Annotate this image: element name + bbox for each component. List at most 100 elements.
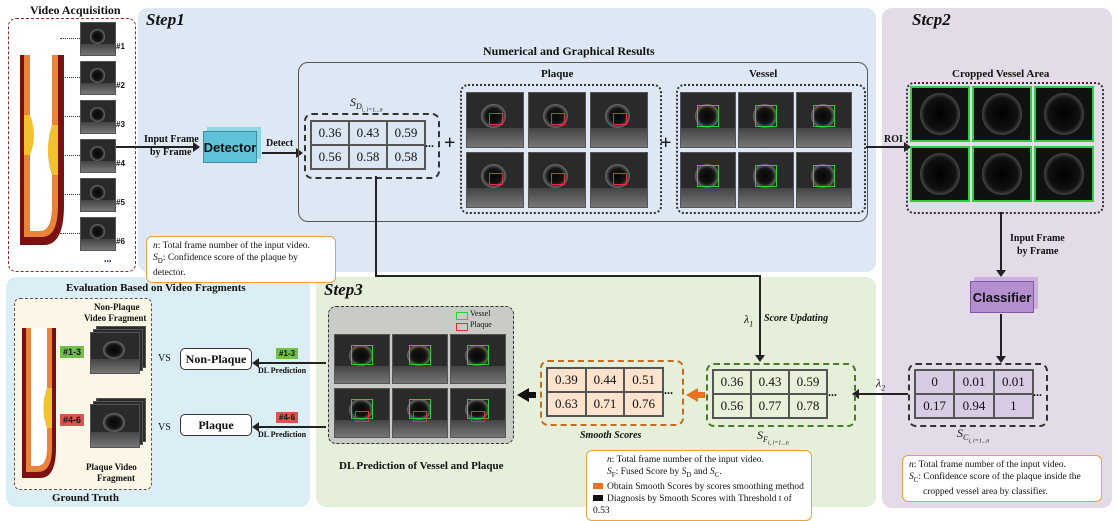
sc-cell: 0.01 — [954, 370, 994, 394]
frame-number: #1 — [116, 42, 125, 51]
lambda2-label: λ2 — [876, 376, 886, 393]
black-arrow — [517, 388, 529, 402]
smooth-cell: 0.51 — [624, 368, 663, 392]
pred-arrowhead-2 — [252, 422, 259, 432]
detect-label: Detect — [266, 138, 294, 149]
results-container — [298, 62, 868, 222]
vessel-box — [467, 345, 489, 365]
vessel-frame — [738, 152, 794, 208]
evaluation-title: Evaluation Based on Video Fragments — [66, 282, 246, 294]
artery-small — [22, 328, 56, 478]
pred-arrowhead-1 — [252, 358, 259, 368]
frame-number: #2 — [116, 81, 125, 90]
black-arrow-shaft — [528, 392, 536, 398]
arrow-to-scores — [262, 152, 298, 154]
sd-to-update-line-h — [375, 275, 760, 277]
step2-input-label-2: by Frame — [1017, 246, 1059, 257]
acquisition-frame — [80, 217, 116, 251]
dl-frame — [450, 388, 506, 438]
smooth-cell: 0.76 — [624, 392, 663, 416]
plaque-fragment-label-2: Fragment — [97, 473, 135, 483]
sc-cell: 0 — [915, 370, 955, 394]
classifier-label: Classifier — [972, 289, 1032, 305]
plaque-box — [471, 411, 485, 422]
pred-plaque-box: Plaque — [180, 414, 252, 436]
vessel-frame — [738, 92, 794, 148]
acquisition-frame — [80, 22, 116, 56]
frame-connector — [60, 116, 80, 117]
vessel-box — [813, 105, 835, 127]
step1-note: n: Total frame number of the input video… — [146, 236, 336, 283]
vessel-box — [409, 399, 431, 419]
dl-frame — [392, 388, 448, 438]
legend-vessel-swatch — [456, 312, 468, 320]
vs-2: VS — [158, 422, 171, 433]
frame-connector — [60, 77, 80, 78]
vessel-frames-box — [676, 84, 866, 214]
arrowhead-scores — [296, 148, 303, 158]
acquisition-frame — [80, 139, 116, 173]
arrow-to-sc — [1000, 314, 1002, 358]
pred-tag-1-3: #1-3 — [276, 348, 299, 359]
nonplaque-fragment-label-1: Non-Plaque — [94, 302, 140, 312]
smooth-score-label: Smooth Scores — [580, 430, 642, 441]
score-updating-label: Score Updating — [764, 313, 829, 324]
plaque-box — [489, 113, 503, 125]
frame-number: #6 — [116, 237, 125, 246]
arrow-sc-to-fused — [858, 393, 908, 395]
arrowhead-update — [755, 355, 765, 362]
fused-cell: 0.59 — [789, 370, 827, 394]
step2-title: Stcp2 — [912, 10, 951, 29]
vs-1: VS — [158, 353, 171, 364]
sc-cell: 0.17 — [915, 394, 955, 418]
frame-number: #3 — [116, 120, 125, 129]
sc-score-label: SCi, i=1...n — [957, 426, 990, 445]
roi-frame — [1034, 86, 1094, 142]
sc-cell: 1 — [993, 394, 1033, 418]
step2-input-label-1: Input Frame — [1010, 233, 1065, 244]
pred-nonplaque-box: Non-Plaque — [180, 348, 252, 370]
nonplaque-fragment-label-2: Video Fragment — [84, 313, 147, 323]
legend-plaque-swatch — [456, 323, 468, 331]
plaque-fragment-label-1: Plaque Video — [86, 462, 137, 472]
tag-1-3: #1-3 — [60, 346, 85, 358]
step3-note: n: Total frame number of the input video… — [586, 450, 812, 521]
classifier-box: Classifier — [970, 281, 1034, 313]
plaque-frames-box — [460, 84, 662, 214]
vessel-frame — [680, 152, 736, 208]
video-acquisition-ellipsis: ... — [104, 254, 112, 265]
legend-vessel-label: Vessel — [470, 309, 491, 318]
frame-number: #4 — [116, 159, 125, 168]
acquisition-frame — [80, 100, 116, 134]
video-acquisition-title: Video Acquisition — [30, 3, 121, 17]
fused-cell: 0.56 — [713, 394, 751, 418]
sd-cell: 0.56 — [311, 145, 349, 169]
vessel-box — [697, 105, 719, 127]
step1-title: Step1 — [146, 10, 185, 29]
pred-arrow-2 — [256, 426, 326, 428]
vessel-box — [409, 345, 431, 365]
smooth-cell: 0.63 — [547, 392, 586, 416]
plaque-frame — [528, 92, 586, 148]
pred-arrow-1 — [256, 362, 326, 364]
dl-frame — [450, 334, 506, 384]
vessel-box — [351, 399, 373, 419]
sc-cell: 0.01 — [993, 370, 1033, 394]
frame-connector — [60, 155, 80, 156]
arrowhead-classifier — [996, 270, 1006, 277]
fused-cell: 0.36 — [713, 370, 751, 394]
sd-score-frame — [304, 113, 440, 179]
smooth-score-table: 0.39 0.44 0.51 0.63 0.71 0.76 — [546, 367, 664, 417]
sd-cell: 0.58 — [387, 145, 425, 169]
smooth-dots: ... — [664, 383, 673, 397]
sd-cell: 0.36 — [311, 121, 349, 145]
dl-frame — [334, 388, 390, 438]
fused-cell: 0.77 — [751, 394, 789, 418]
fused-score-frame — [706, 363, 856, 427]
vessel-frame — [680, 92, 736, 148]
plaque-title: Plaque — [541, 68, 574, 80]
fused-cell: 0.43 — [751, 370, 789, 394]
pred-tag-4-6: #4-6 — [276, 412, 299, 423]
vessel-title: Vessel — [749, 68, 778, 80]
ground-truth-label: Ground Truth — [52, 492, 119, 504]
